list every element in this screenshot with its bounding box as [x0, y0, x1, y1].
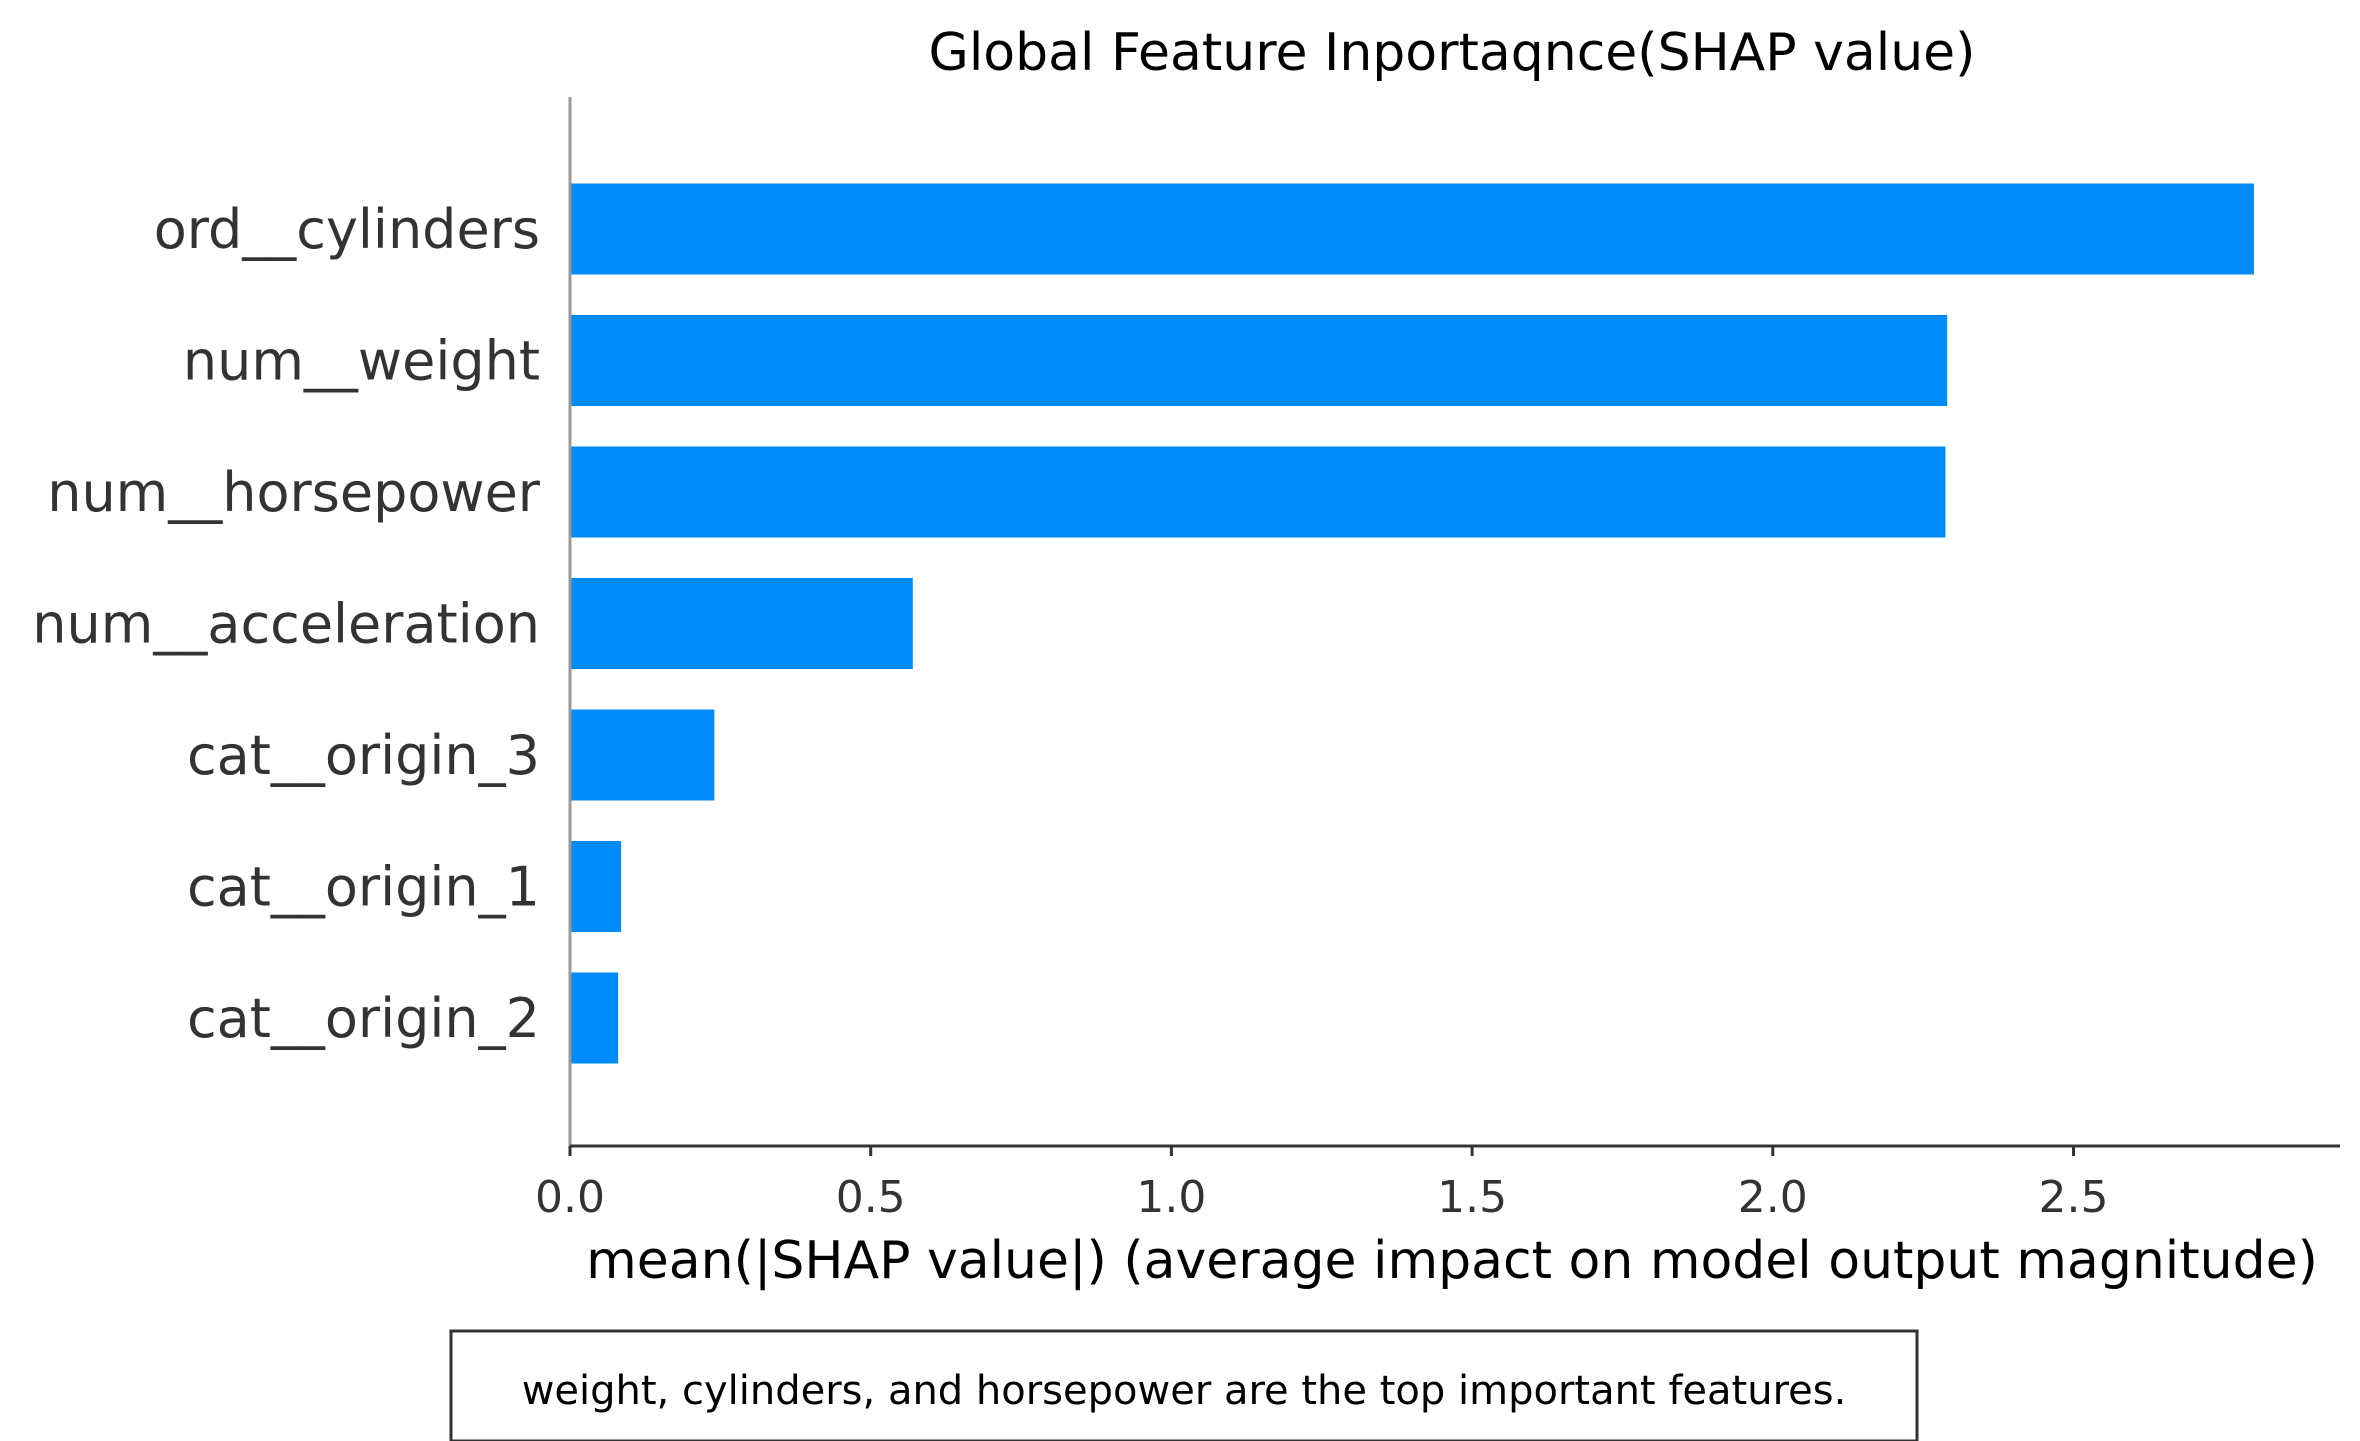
- bar-num-weight: [570, 315, 1948, 406]
- y-tick-label: num__weight: [183, 330, 540, 393]
- x-tick-label: 2.0: [1738, 1172, 1808, 1223]
- bar-cat-origin-1: [570, 841, 622, 932]
- bar-ord-cylinders: [570, 183, 2254, 275]
- chart-title: Global Feature Inportaqnce(SHAP value): [929, 23, 1976, 83]
- bar-cat-origin-2: [570, 972, 619, 1064]
- bar-cat-origin-3: [570, 709, 715, 801]
- y-tick-label: cat__origin_3: [187, 724, 540, 787]
- x-tick-label: 0.5: [836, 1172, 906, 1223]
- bar-num-horsepower: [570, 446, 1946, 538]
- x-tick-label: 0.0: [535, 1172, 605, 1223]
- y-tick-labels: ord__cylinders num__weight num__horsepower…: [32, 198, 540, 1050]
- x-tick-label: 1.0: [1136, 1172, 1206, 1223]
- x-tick-label: 1.5: [1437, 1172, 1507, 1223]
- y-tick-label: cat__origin_1: [187, 856, 540, 919]
- bars-group: [570, 183, 2254, 1064]
- y-tick-label: cat__origin_2: [187, 987, 540, 1050]
- y-tick-label: num__horsepower: [47, 461, 541, 524]
- annotation-text: weight, cylinders, and horsepower are th…: [522, 1368, 1847, 1414]
- x-tick-label: 2.5: [2039, 1172, 2109, 1223]
- x-axis-label: mean(|SHAP value|) (average impact on mo…: [586, 1231, 2318, 1291]
- y-tick-label: num__acceleration: [32, 593, 540, 656]
- bar-num-acceleration: [570, 578, 913, 669]
- annotation-box: [449, 1329, 1919, 1441]
- x-ticks: 0.0 0.5 1.0 1.5 2.0 2.5: [535, 1146, 2108, 1223]
- y-tick-label: ord__cylinders: [154, 198, 540, 261]
